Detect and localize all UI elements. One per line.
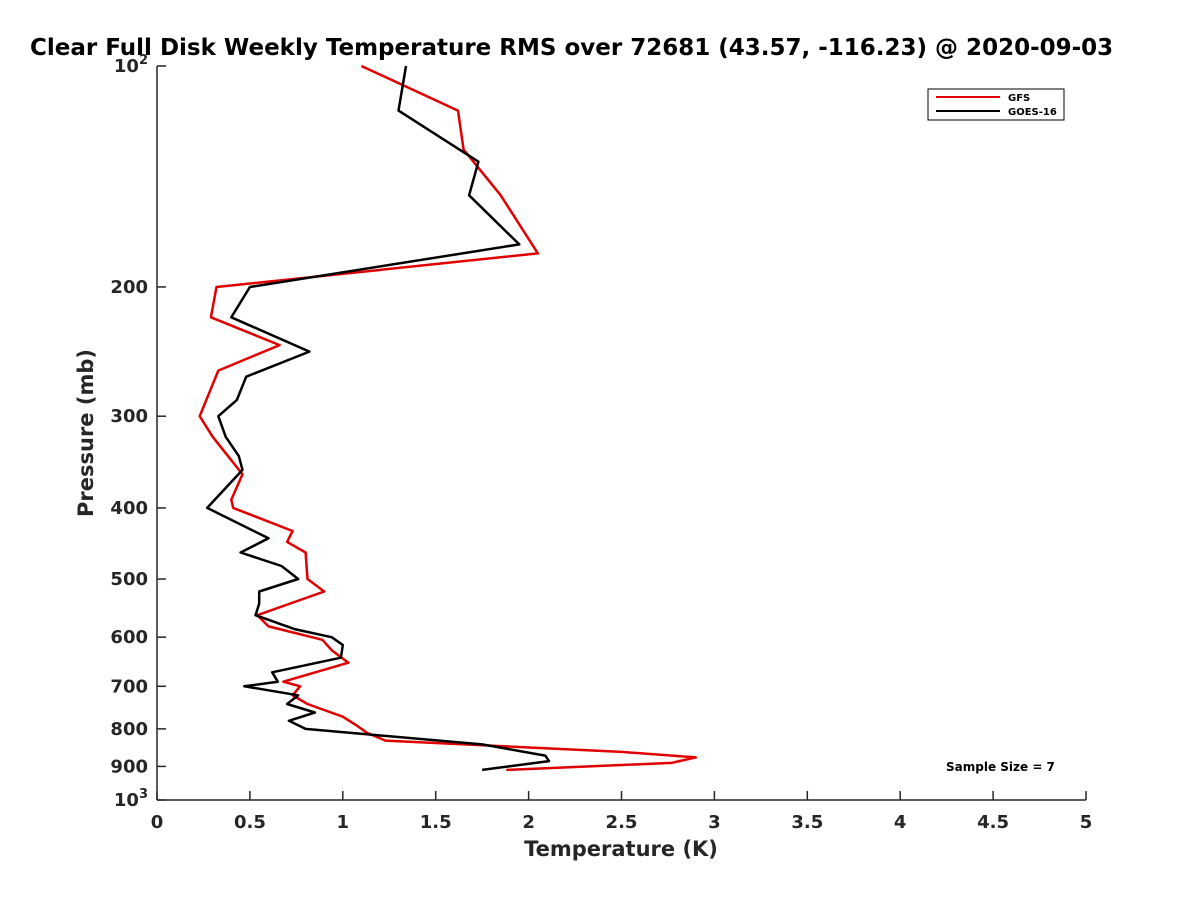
x-tick-label: 0.5: [234, 812, 266, 833]
x-tick-label: 2.5: [606, 812, 638, 833]
legend: GFS GOES-16: [927, 88, 1065, 121]
x-tick-label: 4: [894, 812, 907, 833]
y-tick-label: 300: [110, 406, 148, 427]
x-axis-label: Temperature (K): [524, 837, 718, 861]
chart-title: Clear Full Disk Weekly Temperature RMS o…: [30, 35, 1113, 61]
x-tick-label: 2: [522, 812, 535, 833]
legend-box: [927, 88, 1065, 121]
legend-label-gfs: GFS: [1008, 93, 1030, 104]
x-tick-label: 3.5: [791, 812, 823, 833]
x-tick-label: 1: [337, 812, 350, 833]
y-tick-label: 600: [110, 627, 148, 648]
series-line-gfs: [198, 64, 698, 772]
legend-label-goes16: GOES-16: [1008, 107, 1057, 118]
x-tick-label: 0: [151, 812, 164, 833]
x-ticks: 0 0.5 1 1.5 2 2.5 3 3.5 4 4.5 5: [151, 791, 1093, 833]
y-ticks: 102 200 300 400 500 600 700 800 900 103: [110, 53, 166, 811]
y-tick-label: 400: [110, 498, 148, 519]
y-tick-label: 102: [114, 53, 148, 77]
y-tick-label: 700: [110, 676, 148, 697]
y-tick-label: 500: [110, 569, 148, 590]
y-tick-label: 900: [110, 756, 148, 777]
series-layer: [198, 64, 698, 772]
x-tick-label: 1.5: [420, 812, 452, 833]
y-axis-label: Pressure (mb): [74, 349, 98, 517]
x-tick-label: 5: [1080, 812, 1093, 833]
sample-size-annotation: Sample Size = 7: [946, 760, 1055, 774]
y-tick-label: 103: [114, 787, 148, 811]
y-tick-label: 800: [110, 719, 148, 740]
x-tick-label: 3: [708, 812, 721, 833]
y-tick-label: 200: [110, 277, 148, 298]
x-tick-label: 4.5: [977, 812, 1009, 833]
series-line-goes16: [205, 65, 551, 772]
